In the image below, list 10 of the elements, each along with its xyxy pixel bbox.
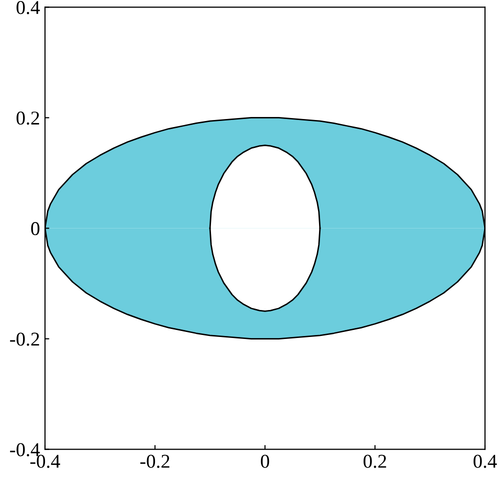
x-tick-label: -0.4: [30, 454, 60, 468]
y-tick-label: 0.4: [16, 0, 40, 14]
x-tick-label: 0: [260, 454, 270, 468]
x-tick-label: 0.2: [364, 454, 386, 468]
y-tick-label: 0: [31, 222, 40, 236]
x-tick-label: -0.2: [140, 454, 170, 468]
y-tick-label: 0.2: [16, 112, 40, 125]
x-tick-label: 0.4: [474, 454, 497, 468]
y-tick-label: -0.2: [10, 332, 40, 346]
y-tick-label: -0.4: [10, 443, 40, 456]
